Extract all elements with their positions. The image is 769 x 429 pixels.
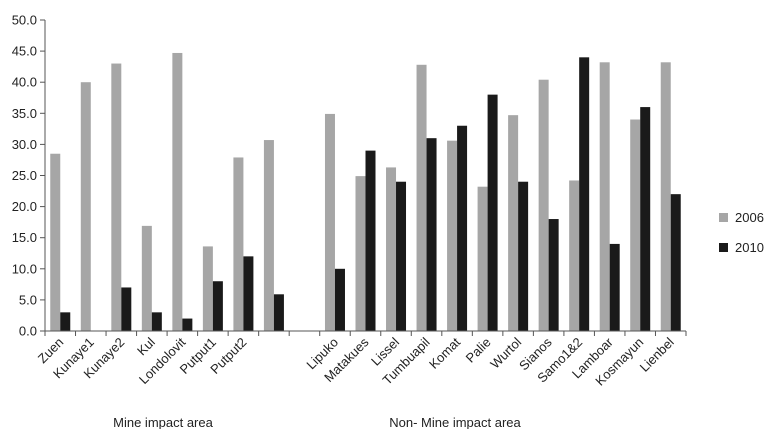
bar-2010-Matakues xyxy=(365,150,376,331)
bar-2006-Zuen xyxy=(50,153,61,331)
legend-swatch-2006 xyxy=(719,213,728,222)
legend-label-2006: 2006 xyxy=(735,210,764,225)
bar-2010-Wurtol xyxy=(518,181,529,331)
y-tick-label: 10.0 xyxy=(12,261,37,276)
group-label-mine: Mine impact area xyxy=(113,415,213,429)
y-tick-label: 25.0 xyxy=(12,168,37,183)
legend: 2006 2010 xyxy=(719,210,764,255)
y-tick-label: 30.0 xyxy=(12,137,37,152)
bar-2010-Zuen xyxy=(60,312,71,331)
bar-2006-Palie xyxy=(477,186,488,331)
bar-2010-Lissel xyxy=(396,181,407,331)
legend-label-2010: 2010 xyxy=(735,240,764,255)
bar-2010-Lamboar xyxy=(609,243,620,331)
x-tick-label: Kul xyxy=(134,334,158,358)
bar-2006-Kunaye1 xyxy=(80,82,91,331)
y-tick-label: 0.0 xyxy=(19,324,37,339)
bar-2010-Palie xyxy=(487,94,498,331)
bar-2006-unlabeled xyxy=(263,140,274,331)
bar-2010-Lipuko xyxy=(334,268,345,331)
y-tick-label: 15.0 xyxy=(12,230,37,245)
bar-2010-Kosmayun xyxy=(640,107,651,331)
bar-2006-Putput2 xyxy=(233,157,244,331)
bar-2006-Putput1 xyxy=(202,246,213,331)
bar-2006-Lienbel xyxy=(660,62,671,332)
bar-2006-Lipuko xyxy=(324,113,335,331)
bar-2006-Londolovit xyxy=(172,52,183,331)
y-axis-ticks: 0.0 5.0 10.0 15.0 20.0 25.0 30.0 35.0 40.0 45.0 50… xyxy=(12,13,45,339)
bar-2010-Kunaye2 xyxy=(121,287,132,331)
bar-2006-Lamboar xyxy=(599,62,610,332)
bar-2010-Lienbel xyxy=(670,194,681,331)
group-label-non-mine: Non- Mine impact area xyxy=(389,415,521,429)
bar-2010-unlabeled xyxy=(273,294,284,331)
bar-2006-Kul xyxy=(141,225,152,331)
bar-2006-Samo1&2 xyxy=(569,180,580,331)
y-tick-label: 40.0 xyxy=(12,75,37,90)
bar-2010-Putput1 xyxy=(212,281,223,331)
x-tick-label: Komat xyxy=(426,334,463,371)
bar-2006-Lissel xyxy=(386,167,397,331)
y-tick-label: 50.0 xyxy=(12,13,37,28)
y-tick-label: 35.0 xyxy=(12,106,37,121)
bar-2010-Kul xyxy=(151,312,162,331)
bar-2010-Londolovit xyxy=(182,318,193,331)
bar-2006-Tumbuapil xyxy=(416,64,427,331)
y-tick-label: 45.0 xyxy=(12,44,37,59)
x-tick-label: Lienbel xyxy=(637,334,677,374)
bar-2010-Komat xyxy=(457,125,468,332)
bar-2010-Putput2 xyxy=(243,256,254,331)
bar-2006-Komat xyxy=(447,140,458,331)
bar-2006-Sianos xyxy=(538,79,549,331)
bar-2006-Kunaye2 xyxy=(111,63,122,331)
bar-2010-Sianos xyxy=(548,219,559,331)
bar-2010-Samo1&2 xyxy=(579,57,590,331)
bar-2006-Kosmayun xyxy=(630,119,641,332)
y-tick-label: 5.0 xyxy=(19,292,37,307)
bar-2010-Tumbuapil xyxy=(426,138,437,331)
bars xyxy=(50,52,681,332)
y-tick-label: 20.0 xyxy=(12,199,37,214)
bar-2006-Matakues xyxy=(355,176,366,331)
bar-2006-Wurtol xyxy=(508,115,519,331)
legend-swatch-2010 xyxy=(719,243,728,252)
